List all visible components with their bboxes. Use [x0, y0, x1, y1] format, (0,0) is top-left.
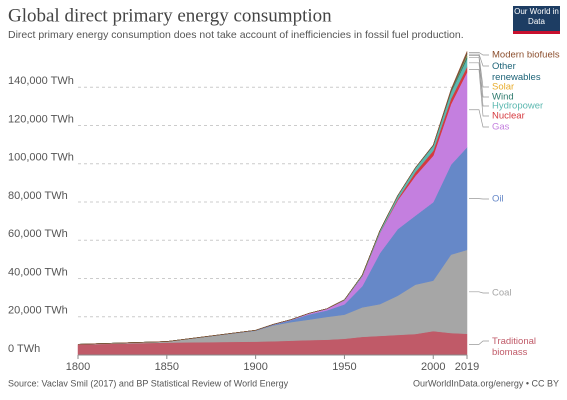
logo: Our World in Data	[513, 6, 560, 34]
label-connector	[469, 62, 489, 107]
label-connector	[469, 291, 489, 294]
x-tick-label: 2019	[455, 361, 479, 373]
series-label: Modern biofuels	[492, 50, 560, 61]
y-tick-label: 120,000 TWh	[8, 113, 74, 125]
x-tick-label: 1950	[332, 361, 356, 373]
series-label: Gas	[492, 122, 510, 133]
x-tick-label: 1900	[243, 361, 267, 373]
label-connector	[469, 109, 489, 128]
y-tick-label: 20,000 TWh	[8, 305, 68, 317]
label-connector	[469, 340, 489, 345]
source: Source: Vaclav Smil (2017) and BP Statis…	[8, 378, 289, 388]
label-connector	[469, 52, 489, 56]
series-label: Oil	[492, 194, 504, 205]
label-connector	[469, 57, 489, 98]
logo-text-box: Our World in Data	[514, 7, 559, 26]
x-tick-label: 1800	[66, 361, 90, 373]
logo-text: Our World in Data	[514, 7, 559, 26]
series-label: Hydropower	[492, 101, 543, 112]
label-connector	[469, 53, 489, 67]
x-tick-label: 1850	[155, 361, 179, 373]
logo-box	[513, 6, 560, 34]
x-tick-label: 2000	[421, 361, 445, 373]
series-label: Coal	[492, 288, 512, 299]
label-connector	[469, 69, 489, 117]
label-connector	[469, 55, 489, 88]
area	[77, 51, 468, 345]
series-label: Wind	[492, 92, 514, 103]
y-tick-label: 100,000 TWh	[8, 152, 74, 164]
y-tick-label: 0 TWh	[8, 343, 40, 355]
series-label: Other renewables	[492, 61, 541, 83]
credit: OurWorldInData.org/energy • CC BY	[413, 378, 559, 388]
y-tick-label: 80,000 TWh	[8, 190, 68, 202]
chart-subtitle: Direct primary energy consumption does n…	[8, 29, 464, 41]
chart-title: Global direct primary energy consumption	[8, 5, 332, 26]
y-tick-label: 140,000 TWh	[8, 75, 74, 87]
series-label: Traditional biomass	[492, 336, 536, 358]
y-tick-label: 40,000 TWh	[8, 266, 68, 278]
series-label: Solar	[492, 82, 514, 93]
y-tick-label: 60,000 TWh	[8, 228, 68, 240]
logo-stripe	[513, 31, 560, 34]
series-label: Nuclear	[492, 111, 525, 122]
